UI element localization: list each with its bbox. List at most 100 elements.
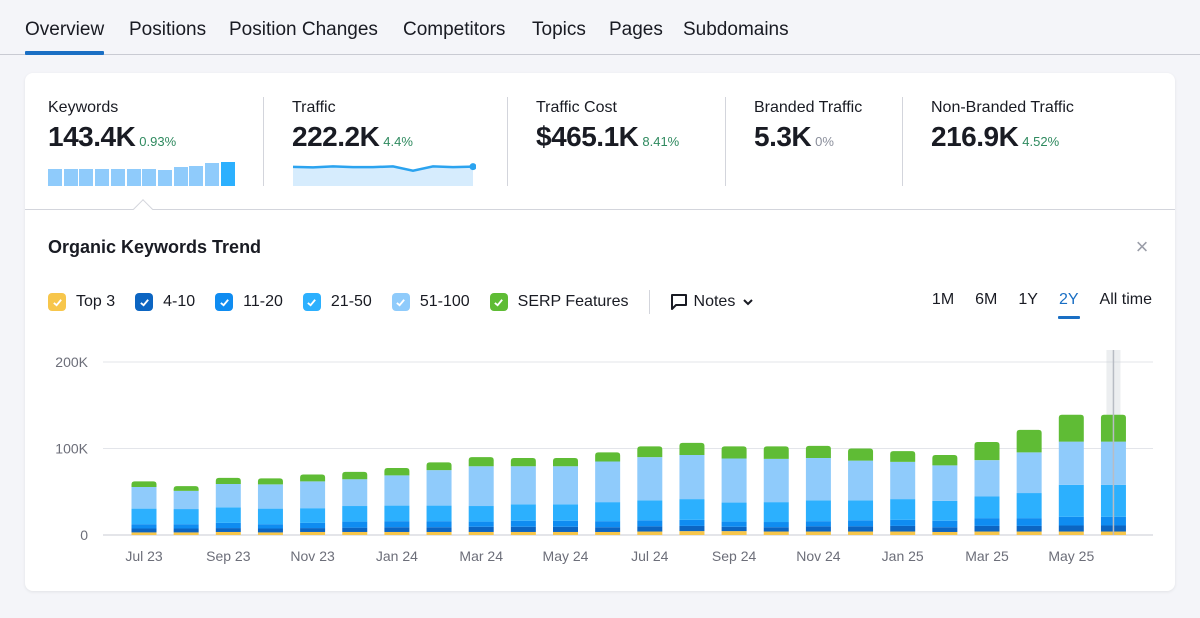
bar-segment-4-10 (848, 526, 874, 532)
bar-segment-top-3 (805, 531, 831, 535)
bar-stack[interactable] (595, 452, 621, 535)
period-6m[interactable]: 6M (975, 291, 998, 308)
tab-positions[interactable]: Positions (129, 19, 207, 40)
bar-segment-21-50 (553, 504, 578, 521)
bar-segment-top-3 (763, 531, 789, 535)
bar-segment-top-3 (173, 532, 199, 535)
period-2y[interactable]: 2Y (1057, 291, 1080, 319)
legend-11-20[interactable]: 11-20 (215, 293, 283, 311)
bar-stack[interactable] (1058, 414, 1084, 535)
chart-title: Organic Keywords Trend (48, 237, 262, 257)
legend-51-100[interactable]: 51-100 (391, 293, 470, 311)
checkbox-icon[interactable] (391, 293, 410, 311)
bar-segment-top-3 (1016, 531, 1042, 535)
bar-segment-11-20 (637, 520, 663, 527)
bar-segment-51-100 (848, 460, 874, 501)
checkbox-icon[interactable] (302, 293, 321, 311)
bar-segment-11-20 (890, 519, 916, 526)
metric-label: Keywords (48, 99, 119, 116)
bar-segment-11-20 (131, 524, 157, 529)
bar-segment-serp-features (805, 445, 831, 459)
tab-overview[interactable]: Overview (25, 19, 105, 55)
legend-4-10[interactable]: 4-10 (135, 293, 195, 311)
divider (263, 97, 264, 186)
sparkline-line (292, 165, 474, 172)
bar-stack[interactable] (215, 477, 241, 535)
bar-segment-51-100 (1058, 441, 1084, 485)
bar-segment-4-10 (257, 528, 283, 533)
bar-segment-top-3 (848, 531, 874, 535)
bar-segment-4-10 (890, 525, 916, 532)
bar-stack[interactable] (637, 446, 663, 535)
bar-segment-serp-features (848, 448, 874, 461)
period-1y[interactable]: 1Y (1018, 291, 1038, 308)
bar-stack[interactable] (342, 471, 368, 535)
bar-segment-11-20 (805, 521, 831, 527)
tab-pages[interactable]: Pages (609, 19, 663, 40)
period-1m[interactable]: 1M (931, 291, 955, 308)
bar-stack[interactable] (679, 442, 705, 535)
x-tick-label: Jan 25 (882, 548, 924, 564)
bar-stack[interactable] (131, 481, 157, 535)
metric-traffic[interactable]: Traffic 222.2K 4.4% (292, 99, 413, 153)
bar-segment-serp-features (1016, 429, 1042, 453)
bar-segment-top-3 (342, 531, 368, 535)
bar-stack[interactable] (763, 446, 789, 535)
bar-segment-51-100 (679, 454, 705, 500)
bar-stack[interactable] (468, 457, 494, 535)
tab-competitors[interactable]: Competitors (403, 19, 506, 40)
notes-dropdown[interactable]: Notes (670, 293, 762, 311)
bar-stack[interactable] (553, 458, 578, 535)
mini-bar (126, 169, 141, 186)
legend-21-50[interactable]: 21-50 (302, 293, 372, 311)
bar-segment-11-20 (553, 520, 578, 527)
x-tick-label: Mar 25 (965, 548, 1009, 564)
bar-stack[interactable] (1016, 429, 1042, 535)
period-all-time[interactable]: All time (1099, 291, 1152, 308)
bar-segment-51-100 (426, 470, 452, 506)
bar-segment-4-10 (131, 528, 157, 533)
bar-segment-4-10 (342, 527, 368, 532)
checkbox-icon[interactable] (489, 293, 508, 311)
bar-stack[interactable] (721, 446, 747, 535)
bar-stack[interactable] (510, 458, 536, 535)
bar-stack[interactable] (257, 478, 283, 535)
selected-metric-pointer (133, 199, 153, 219)
bar-stack[interactable] (173, 486, 199, 535)
bar-stack[interactable] (932, 454, 958, 535)
bar-stack[interactable] (848, 448, 874, 536)
metric-keywords[interactable]: Keywords 143.4K 0.93% (48, 99, 176, 153)
bar-segment-21-50 (468, 506, 494, 522)
metric-label: Non-Branded Traffic (931, 99, 1074, 116)
bar-stack[interactable] (805, 445, 831, 535)
bar-segment-top-3 (932, 531, 958, 535)
metric-branded-traffic[interactable]: Branded Traffic 5.3K 0% (754, 99, 862, 153)
checkbox-icon[interactable] (135, 293, 154, 311)
close-icon[interactable]: × (1135, 234, 1149, 259)
bar-segment-21-50 (932, 500, 958, 521)
metric-traffic-cost[interactable]: Traffic Cost $465.1K 8.41% (536, 99, 679, 153)
bar-stack[interactable] (426, 462, 452, 535)
legend-serp-features[interactable]: SERP Features (489, 293, 629, 311)
checkbox-icon[interactable] (48, 293, 66, 311)
mini-bar (48, 169, 62, 186)
bar-segment-serp-features (974, 442, 1000, 461)
bar-segment-21-50 (510, 504, 536, 521)
tab-topics[interactable]: Topics (532, 19, 586, 40)
legend-top3[interactable]: Top 3 (48, 293, 115, 311)
tab-subdomains[interactable]: Subdomains (683, 19, 789, 40)
metric-value: 143.4K 0.93% (48, 121, 177, 152)
bar-segment-4-10 (679, 525, 705, 532)
bar-stack[interactable] (974, 442, 1000, 535)
bar-segment-serp-features (510, 458, 536, 467)
tab-position-changes[interactable]: Position Changes (229, 19, 378, 40)
mini-bar (173, 167, 188, 186)
checkbox-icon[interactable] (215, 293, 234, 311)
bar-stack[interactable] (890, 451, 916, 535)
x-tick-label: Jan 24 (376, 548, 418, 564)
bar-stack[interactable] (300, 474, 326, 535)
bar-segment-51-100 (173, 490, 199, 510)
bar-stack[interactable] (384, 467, 410, 535)
bar-segment-51-100 (974, 460, 1000, 497)
metric-non-branded-traffic[interactable]: Non-Branded Traffic 216.9K 4.52% (931, 99, 1074, 153)
